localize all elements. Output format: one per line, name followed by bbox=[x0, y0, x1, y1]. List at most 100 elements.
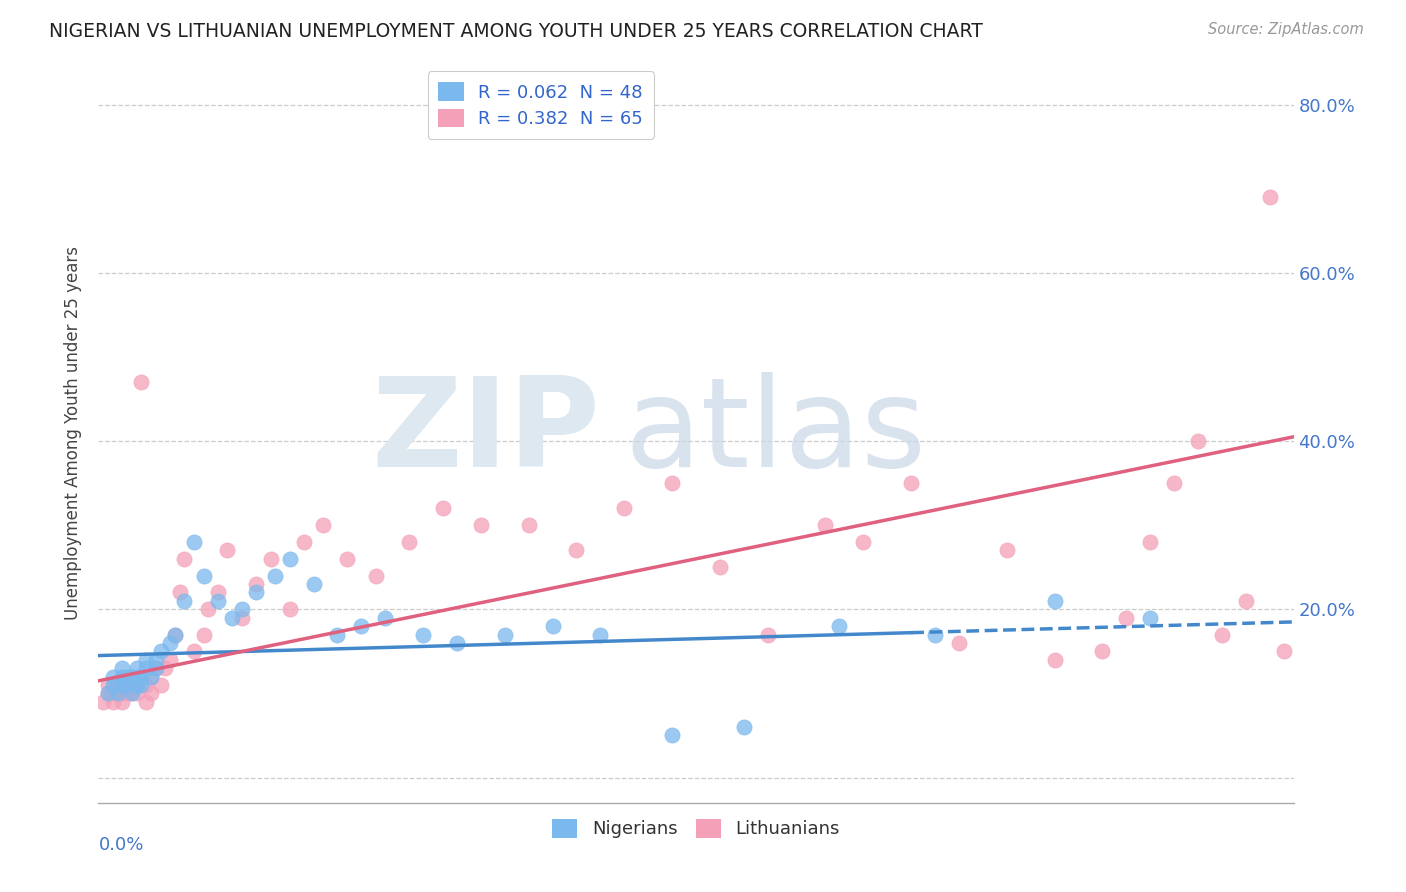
Point bbox=[121, 686, 143, 700]
Point bbox=[1187, 434, 1209, 448]
Point bbox=[374, 610, 396, 624]
Point bbox=[159, 636, 181, 650]
Point bbox=[828, 619, 851, 633]
Point bbox=[278, 551, 301, 566]
Point bbox=[231, 610, 253, 624]
Point bbox=[173, 551, 195, 566]
Point bbox=[125, 678, 148, 692]
Point bbox=[107, 686, 129, 700]
Point bbox=[163, 627, 186, 641]
Point bbox=[139, 686, 162, 700]
Point bbox=[661, 476, 683, 491]
Point bbox=[565, 543, 588, 558]
Point bbox=[193, 568, 215, 582]
Point bbox=[1043, 653, 1066, 667]
Point bbox=[221, 610, 243, 624]
Point bbox=[101, 678, 124, 692]
Point bbox=[193, 627, 215, 641]
Point bbox=[131, 678, 153, 692]
Point bbox=[517, 518, 540, 533]
Point bbox=[852, 535, 875, 549]
Point bbox=[149, 678, 172, 692]
Point bbox=[169, 585, 191, 599]
Point bbox=[125, 678, 148, 692]
Point bbox=[135, 653, 157, 667]
Point bbox=[541, 619, 564, 633]
Point bbox=[1234, 594, 1257, 608]
Point bbox=[1091, 644, 1114, 658]
Point bbox=[278, 602, 301, 616]
Point bbox=[661, 729, 683, 743]
Point bbox=[995, 543, 1018, 558]
Legend: Nigerians, Lithuanians: Nigerians, Lithuanians bbox=[546, 812, 846, 846]
Point bbox=[121, 670, 143, 684]
Point bbox=[183, 535, 205, 549]
Point bbox=[131, 375, 153, 389]
Y-axis label: Unemployment Among Youth under 25 years: Unemployment Among Youth under 25 years bbox=[65, 245, 83, 620]
Point bbox=[159, 653, 181, 667]
Point bbox=[135, 661, 157, 675]
Point bbox=[101, 686, 124, 700]
Point bbox=[350, 619, 373, 633]
Point bbox=[613, 501, 636, 516]
Point bbox=[756, 627, 779, 641]
Point bbox=[924, 627, 946, 641]
Point bbox=[1163, 476, 1185, 491]
Point bbox=[709, 560, 731, 574]
Point bbox=[115, 678, 138, 692]
Point bbox=[1258, 190, 1281, 204]
Point bbox=[107, 686, 129, 700]
Point bbox=[183, 644, 205, 658]
Point bbox=[292, 535, 315, 549]
Point bbox=[111, 678, 134, 692]
Point bbox=[245, 577, 267, 591]
Point bbox=[97, 686, 120, 700]
Point bbox=[111, 661, 134, 675]
Point bbox=[139, 670, 162, 684]
Point bbox=[446, 636, 468, 650]
Point bbox=[125, 686, 148, 700]
Point bbox=[259, 551, 281, 566]
Point bbox=[107, 678, 129, 692]
Point bbox=[121, 686, 143, 700]
Point bbox=[231, 602, 253, 616]
Point bbox=[814, 518, 837, 533]
Point bbox=[412, 627, 434, 641]
Point bbox=[115, 670, 138, 684]
Point bbox=[1115, 610, 1137, 624]
Point bbox=[135, 695, 157, 709]
Text: ZIP: ZIP bbox=[371, 372, 600, 493]
Point bbox=[302, 577, 325, 591]
Point bbox=[121, 670, 143, 684]
Text: NIGERIAN VS LITHUANIAN UNEMPLOYMENT AMONG YOUTH UNDER 25 YEARS CORRELATION CHART: NIGERIAN VS LITHUANIAN UNEMPLOYMENT AMON… bbox=[49, 22, 983, 41]
Point bbox=[494, 627, 516, 641]
Text: 0.0%: 0.0% bbox=[98, 836, 143, 855]
Text: atlas: atlas bbox=[624, 372, 927, 493]
Point bbox=[125, 670, 148, 684]
Point bbox=[173, 594, 195, 608]
Point bbox=[111, 670, 134, 684]
Point bbox=[264, 568, 287, 582]
Point bbox=[149, 644, 172, 658]
Point bbox=[145, 653, 167, 667]
Point bbox=[207, 585, 229, 599]
Point bbox=[948, 636, 970, 650]
Point bbox=[398, 535, 420, 549]
Point bbox=[733, 720, 755, 734]
Point bbox=[1139, 610, 1161, 624]
Point bbox=[139, 670, 162, 684]
Point bbox=[97, 686, 120, 700]
Point bbox=[432, 501, 454, 516]
Point bbox=[1211, 627, 1233, 641]
Point bbox=[101, 670, 124, 684]
Point bbox=[163, 627, 186, 641]
Point bbox=[115, 686, 138, 700]
Point bbox=[197, 602, 219, 616]
Point bbox=[245, 585, 267, 599]
Point bbox=[91, 695, 114, 709]
Point bbox=[131, 670, 153, 684]
Point bbox=[145, 661, 167, 675]
Point bbox=[111, 695, 134, 709]
Point bbox=[115, 678, 138, 692]
Point bbox=[97, 678, 120, 692]
